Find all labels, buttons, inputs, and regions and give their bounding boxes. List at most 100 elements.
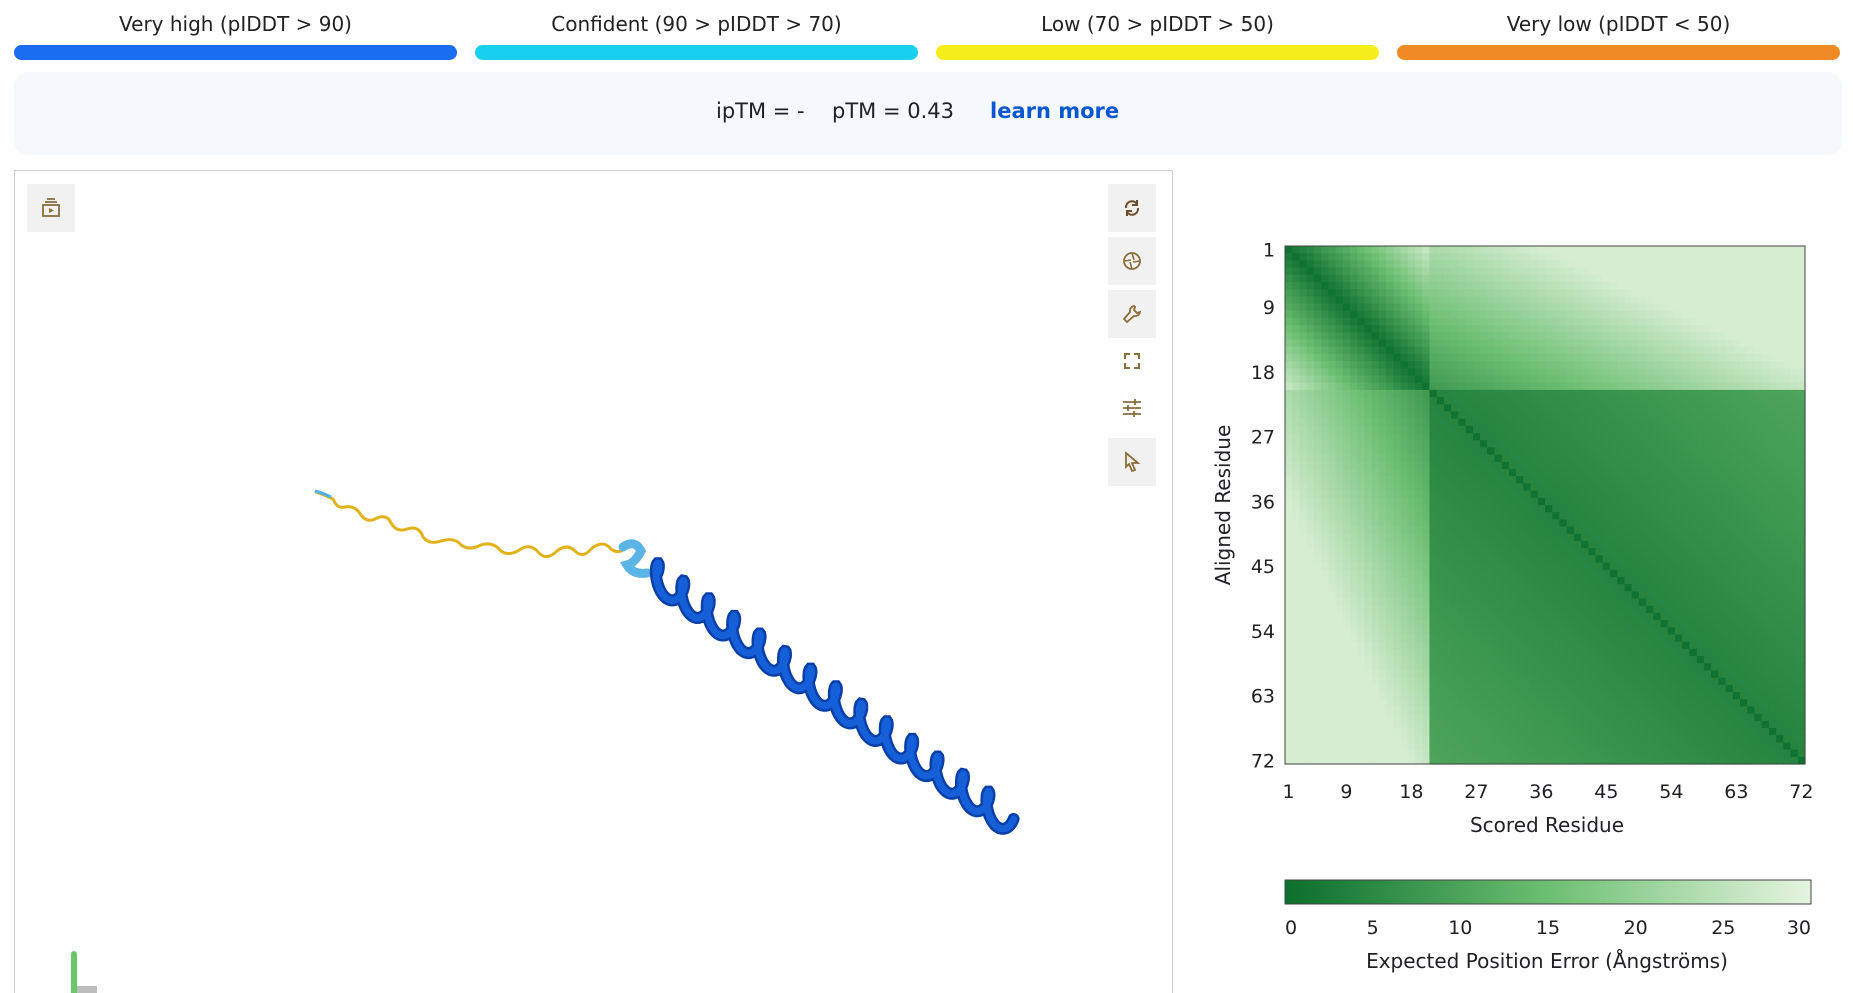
heatmap-cell: [1740, 555, 1748, 564]
settings-button[interactable]: [1108, 290, 1156, 338]
heatmap-cell: [1458, 713, 1467, 722]
heatmap-cell: [1501, 274, 1510, 283]
heatmap-cell: [1465, 418, 1474, 427]
heatmap-cell: [1292, 332, 1301, 341]
heatmap-cell: [1703, 713, 1712, 722]
heatmap-cell: [1306, 346, 1315, 355]
heatmap-cell: [1660, 663, 1669, 672]
heatmap-cell: [1689, 361, 1698, 369]
heatmap-cell: [1740, 677, 1748, 686]
heatmap-cell: [1429, 447, 1438, 456]
heatmap-cell: [1682, 699, 1691, 708]
heatmap-cell: [1797, 677, 1806, 686]
heatmap-cell: [1667, 411, 1676, 420]
reset-view-button[interactable]: [1108, 184, 1156, 232]
heatmap-cell: [1494, 325, 1503, 333]
heatmap-cell: [1740, 425, 1748, 434]
heatmap-cell: [1299, 706, 1308, 715]
heatmap-cell: [1573, 634, 1582, 643]
heatmap-cell: [1776, 274, 1784, 283]
heatmap-cell: [1559, 267, 1568, 276]
heatmap-cell: [1292, 246, 1301, 254]
heatmap-cell: [1761, 533, 1770, 542]
heatmap-cell: [1480, 526, 1488, 535]
heatmap-cell: [1530, 713, 1539, 722]
heatmap-cell: [1776, 648, 1784, 657]
heatmap-cell: [1581, 713, 1589, 722]
heatmap-cell: [1696, 634, 1705, 643]
heatmap-cell: [1610, 569, 1618, 578]
heatmap-cell: [1566, 246, 1575, 254]
heatmap-cell: [1581, 692, 1589, 700]
heatmap-cell: [1480, 591, 1488, 600]
heatmap-cell: [1285, 447, 1293, 456]
heatmap-cell: [1776, 411, 1784, 420]
selection-mode-button[interactable]: [1108, 438, 1156, 486]
heatmap-cell: [1472, 576, 1481, 585]
learn-more-link[interactable]: learn more: [990, 99, 1120, 123]
animation-button[interactable]: [27, 184, 75, 232]
heatmap-cell: [1487, 461, 1496, 470]
heatmap-cell: [1595, 526, 1604, 535]
heatmap-cell: [1371, 526, 1380, 535]
heatmap-cell: [1400, 447, 1409, 456]
heatmap-cell: [1458, 641, 1467, 650]
heatmap-cell: [1364, 656, 1373, 664]
heatmap-cell: [1660, 598, 1669, 607]
heatmap-cell: [1516, 454, 1524, 463]
controls-button[interactable]: [1108, 384, 1156, 432]
protein-structure[interactable]: [15, 171, 1173, 993]
structure-viewer[interactable]: [14, 170, 1173, 993]
heatmap-cell: [1667, 648, 1676, 657]
heatmap-cell: [1472, 339, 1481, 348]
heatmap-cell: [1465, 728, 1474, 736]
heatmap-cell: [1357, 425, 1366, 434]
heatmap-cell: [1335, 418, 1344, 427]
heatmap-cell: [1422, 289, 1431, 297]
heatmap-cell: [1342, 368, 1351, 377]
heatmap-cell: [1537, 447, 1546, 456]
screenshot-button[interactable]: [1108, 237, 1156, 285]
heatmap-cell: [1667, 267, 1676, 276]
heatmap-cell: [1573, 332, 1582, 341]
heatmap-cell: [1545, 627, 1553, 636]
heatmap-cell: [1725, 713, 1734, 722]
heatmap-cell: [1530, 584, 1539, 592]
heatmap-cell: [1754, 641, 1763, 650]
heatmap-cell: [1581, 317, 1589, 326]
heatmap-cell: [1768, 533, 1777, 542]
heatmap-cell: [1566, 706, 1575, 715]
heatmap-cell: [1487, 296, 1496, 305]
heatmap-cell: [1617, 548, 1626, 556]
heatmap-cell: [1451, 440, 1459, 449]
heatmap-cell: [1581, 728, 1589, 736]
heatmap-cell: [1696, 526, 1705, 535]
heatmap-cell: [1718, 325, 1727, 333]
heatmap-cell: [1335, 555, 1344, 564]
heatmap-cell: [1342, 490, 1351, 499]
heatmap-cell: [1711, 512, 1719, 520]
heatmap-cell: [1682, 361, 1691, 369]
heatmap-cell: [1465, 598, 1474, 607]
heatmap-cell: [1581, 267, 1589, 276]
heatmap-cell: [1523, 562, 1532, 571]
heatmap-cell: [1783, 382, 1792, 391]
heatmap-cell: [1754, 382, 1763, 391]
heatmap-cell: [1523, 555, 1532, 564]
heatmap-cell: [1747, 368, 1756, 377]
heatmap-cell: [1516, 404, 1524, 413]
heatmap-cell: [1364, 483, 1373, 492]
heatmap-cell: [1545, 346, 1553, 355]
heatmap-cell: [1443, 325, 1452, 333]
heatmap-cell: [1566, 339, 1575, 348]
heatmap-cell: [1472, 555, 1481, 564]
heatmap-cell: [1718, 540, 1727, 549]
heatmap-cell: [1422, 368, 1431, 377]
heatmap-cell: [1545, 303, 1553, 312]
heatmap-cell: [1732, 490, 1741, 499]
heatmap-cell: [1588, 720, 1597, 729]
heatmap-cell: [1501, 389, 1510, 398]
fullscreen-button[interactable]: [1108, 337, 1156, 385]
heatmap-cell: [1313, 540, 1322, 549]
heatmap-cell: [1400, 576, 1409, 585]
